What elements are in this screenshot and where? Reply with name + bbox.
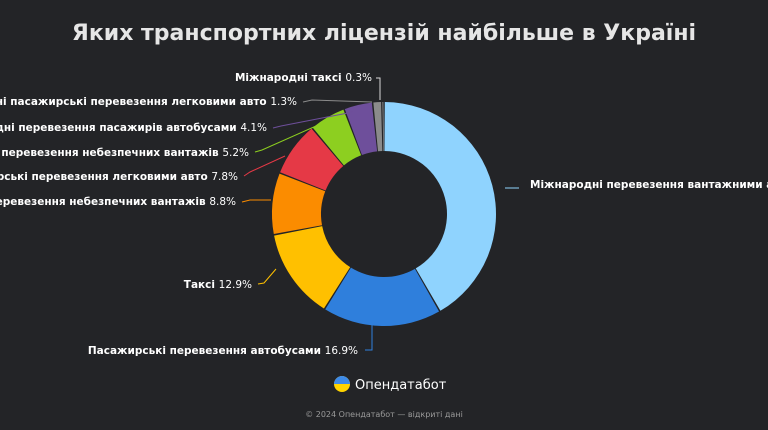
- donut-slice: [384, 102, 497, 311]
- leader-line: [243, 155, 286, 177]
- leader-line: [302, 99, 373, 103]
- slice-label: Міжнародні таксі 0.3%: [235, 72, 372, 84]
- slice-labels: Міжнародні перевезення вантажними авто 4…: [0, 72, 768, 357]
- brand-logo-icon-top: [334, 376, 350, 384]
- leader-line: [241, 199, 271, 203]
- donut-slice: [274, 226, 351, 309]
- leader-lines: [241, 77, 519, 351]
- donut-slice: [272, 173, 326, 235]
- brand-name: Опендатабот: [355, 378, 447, 393]
- slice-label: Пасажирські перевезення легковими авто 7…: [0, 171, 238, 183]
- leader-line: [272, 111, 354, 129]
- leader-line: [257, 268, 277, 285]
- chart-title: Яких транспортних ліцензій найбільше в У…: [72, 21, 696, 46]
- leader-line: [254, 121, 326, 153]
- donut-slice: [373, 102, 383, 152]
- donut-slice: [344, 102, 378, 155]
- donut-slice: [280, 128, 344, 191]
- donut-slice: [382, 102, 384, 152]
- slice-label: Міжнародні перевезення небезпечних ванта…: [0, 147, 249, 159]
- slice-label: Міжнародні перевезення вантажними авто 4…: [530, 179, 768, 191]
- leader-line: [376, 77, 381, 100]
- brand-logo: [334, 376, 350, 392]
- slice-label: Пасажирські перевезення автобусами 16.9%: [88, 345, 358, 357]
- slice-label: Таксі 12.9%: [184, 279, 252, 291]
- leader-line: [365, 322, 373, 351]
- donut-slice: [325, 267, 440, 326]
- footer-copyright: © 2024 Опендатабот — відкриті дані: [305, 410, 463, 419]
- donut-slices: [272, 102, 497, 326]
- donut-slice: [312, 109, 362, 166]
- slice-label: Міжнародні пасажирські перевезення легко…: [0, 96, 297, 108]
- slice-label: Міжнародні перевезення пасажирів автобус…: [0, 122, 267, 134]
- slice-label: Перевезення небезпечних вантажів 8.8%: [0, 196, 236, 208]
